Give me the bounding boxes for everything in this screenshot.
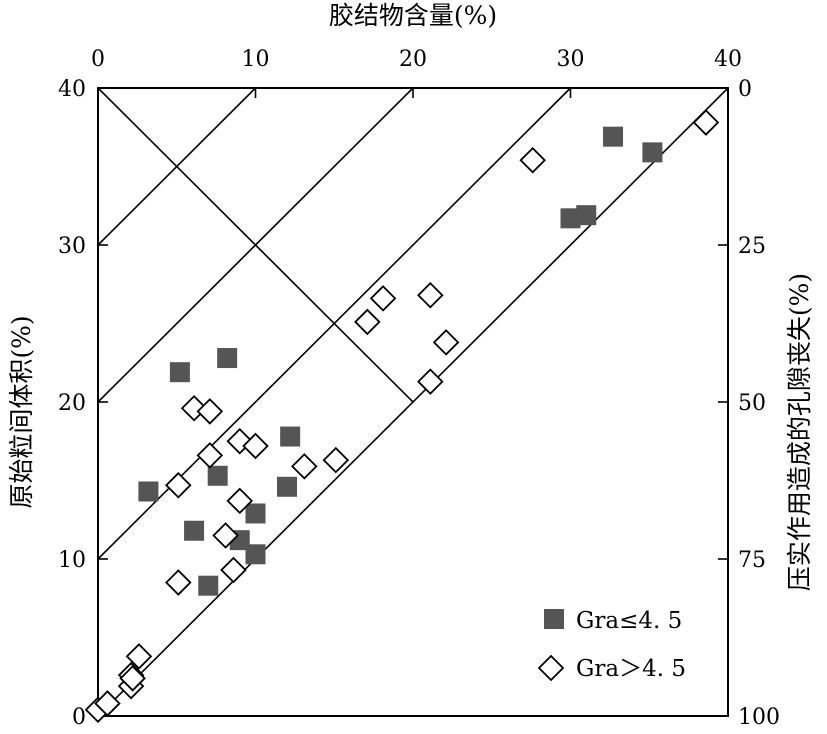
guide-line-4 — [97, 87, 414, 403]
data-point-diamond — [94, 690, 121, 717]
data-point-diamond — [119, 665, 146, 692]
legend-square-marker — [544, 609, 564, 629]
legend-label-low-gra: Gra≤4. 5 — [576, 608, 682, 634]
legend-label-high-gra: Gra＞4. 5 — [576, 656, 686, 682]
data-point-diamond — [196, 398, 224, 425]
data-point-diamond — [226, 487, 254, 515]
data-point-diamond — [212, 522, 239, 549]
left-axis-title: 原始粒间体积(%) — [7, 315, 36, 508]
data-point-diamond — [519, 146, 546, 174]
left-tick-label: 30 — [58, 234, 86, 259]
right-tick-label: 100 — [738, 705, 780, 729]
top-tick-label: 0 — [91, 47, 105, 72]
data-point-square — [603, 126, 624, 147]
top-tick-label: 10 — [242, 47, 270, 72]
left-tick-label: 0 — [72, 705, 86, 729]
left-tick-label: 20 — [58, 391, 86, 416]
data-point-diamond — [692, 109, 720, 136]
data-point-square — [642, 142, 663, 163]
data-point-square — [560, 208, 581, 229]
right-tick-label: 0 — [738, 77, 752, 102]
top-tick-label: 40 — [714, 47, 742, 72]
data-point-square — [138, 481, 159, 502]
data-point-square — [169, 362, 190, 383]
left-tick-label: 10 — [58, 548, 86, 573]
data-point-square — [277, 476, 297, 497]
data-point-diamond — [291, 453, 318, 480]
legend-diamond-marker — [537, 654, 565, 682]
data-point-diamond — [220, 556, 247, 584]
data-point-diamond — [242, 432, 269, 460]
data-point-square — [198, 575, 219, 596]
top-tick-label: 20 — [399, 47, 427, 72]
data-points — [84, 109, 720, 723]
data-point-diamond — [369, 285, 397, 312]
data-point-square — [217, 348, 238, 369]
right-tick-label: 75 — [738, 548, 766, 573]
right-tick-label: 50 — [738, 391, 766, 416]
data-point-square — [184, 520, 205, 541]
data-point-square — [245, 544, 266, 565]
top-axis-title: 胶结物含量(%) — [329, 1, 497, 30]
data-point-diamond — [354, 308, 381, 336]
data-point-diamond — [432, 329, 460, 356]
data-point-square — [280, 426, 301, 447]
data-point-square — [245, 503, 266, 524]
right-tick-label: 25 — [738, 234, 766, 259]
data-point-square — [207, 465, 228, 486]
data-point-diamond — [125, 643, 153, 670]
legend: Gra≤4. 5 Gra＞4. 5 — [537, 608, 686, 682]
left-tick-label: 40 — [58, 77, 86, 102]
data-point-diamond — [165, 569, 192, 596]
data-point-diamond — [417, 368, 444, 395]
data-point-diamond — [165, 471, 192, 499]
top-tick-label: 30 — [557, 47, 585, 72]
data-point-diamond — [417, 281, 444, 309]
data-point-diamond — [322, 446, 350, 474]
data-point-diamond — [196, 442, 224, 469]
right-axis-title: 压实作用造成的孔隙丧失(%) — [785, 273, 814, 591]
data-point-square — [576, 205, 597, 226]
